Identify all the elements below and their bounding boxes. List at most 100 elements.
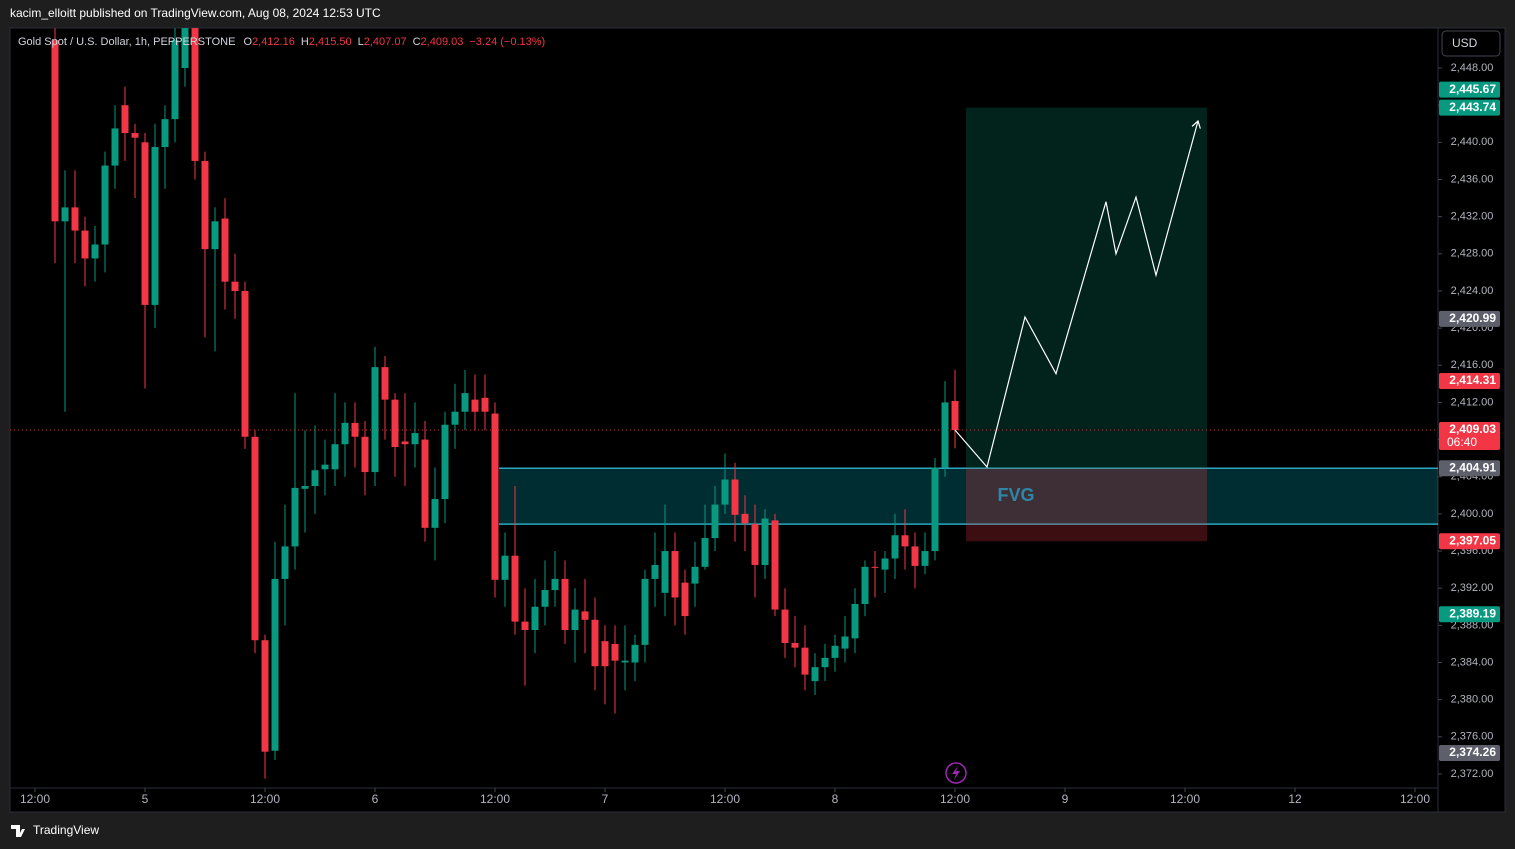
currency-label[interactable]: USD: [1452, 36, 1478, 50]
price-tag-label: 2,420.99: [1449, 311, 1496, 325]
candle-body: [571, 609, 579, 630]
price-tag: [1439, 81, 1500, 98]
candle-body: [71, 207, 79, 231]
price-tag-label: 2,389.19: [1449, 606, 1496, 620]
event-icon[interactable]: [945, 762, 967, 784]
candle-body: [251, 436, 259, 641]
price-tag: [1439, 744, 1500, 761]
candle-body: [341, 422, 349, 445]
event-icon-bolt: [952, 766, 960, 780]
candle-body: [581, 611, 589, 620]
legend-change: −3.24 (−0.13%): [469, 36, 545, 48]
x-tick-label: 7: [602, 792, 609, 806]
price-tag: [1439, 372, 1500, 389]
candle-body: [111, 128, 119, 166]
chart-frame: [9, 27, 1506, 813]
price-tag-label: 2,374.26: [1449, 745, 1496, 759]
candle-body: [671, 551, 679, 598]
candle-body: [361, 436, 369, 473]
candle-body: [691, 566, 699, 584]
candle-body: [201, 160, 209, 250]
x-tick-label: 12:00: [1170, 792, 1200, 806]
candle-body: [831, 645, 839, 658]
price-tag-label: 2,445.67: [1449, 82, 1496, 96]
y-tick-label: 2,432.00: [1451, 211, 1494, 223]
candle-body: [81, 230, 89, 259]
legend-value: 2,409.03: [421, 36, 464, 48]
candle-body: [241, 290, 249, 437]
candle-body: [561, 578, 569, 630]
candle-body: [151, 146, 159, 305]
y-tick-label: 2,412.00: [1451, 396, 1494, 408]
candle-body: [231, 281, 239, 291]
y-tick-label: 2,376.00: [1451, 731, 1494, 743]
candle-body: [661, 551, 669, 593]
x-tick-label: 12: [1288, 792, 1302, 806]
candle-body: [131, 133, 139, 138]
candle-body: [531, 606, 539, 630]
candle-body: [411, 433, 419, 445]
candle-body: [181, 28, 189, 69]
x-tick-label: 12:00: [710, 792, 740, 806]
candle-body: [391, 399, 399, 448]
candle-body: [931, 467, 939, 552]
candle-body: [431, 499, 439, 528]
candle-body: [51, 40, 59, 222]
position-profit-zone: [966, 107, 1207, 469]
candle-body: [381, 367, 389, 400]
candle-body: [601, 641, 609, 667]
x-tick-label: 8: [832, 792, 839, 806]
fvg-label: FVG: [997, 485, 1034, 505]
candle-body: [901, 535, 909, 547]
x-tick-label: 9: [1062, 792, 1069, 806]
candle-body: [141, 142, 149, 305]
chart-title: Gold Spot / U.S. Dollar, 1h, PEPPERSTONE: [18, 36, 235, 48]
candle-body: [871, 566, 879, 568]
price-tag-label: 2,404.91: [1449, 460, 1496, 474]
candle-body: [121, 105, 129, 134]
candle-body: [631, 644, 639, 663]
candle-body: [721, 479, 729, 505]
candle-body: [911, 546, 919, 566]
candle-body: [61, 207, 69, 222]
candle-body: [191, 28, 199, 161]
fvg-zone: [499, 468, 1438, 525]
candle-body: [801, 647, 809, 675]
candle-body: [291, 487, 299, 547]
price-tag-label: 2,397.05: [1449, 533, 1496, 547]
candle-body: [491, 413, 499, 580]
candle-body: [511, 555, 519, 622]
candle-body: [851, 603, 859, 639]
candle-body: [101, 165, 109, 245]
candle-body: [521, 621, 529, 630]
price-tag-label: 2,414.31: [1449, 373, 1496, 387]
candle-body: [621, 660, 629, 663]
candle-body: [771, 520, 779, 610]
y-tick-label: 2,448.00: [1451, 62, 1494, 74]
x-tick-label: 12:00: [940, 792, 970, 806]
candle-body: [701, 538, 709, 567]
candle-body: [471, 399, 479, 412]
position-loss-zone: [966, 468, 1207, 542]
candle-body: [171, 40, 179, 120]
candle-body: [321, 464, 329, 470]
x-tick-label: 6: [372, 792, 379, 806]
candle-body: [751, 524, 759, 565]
legend-value: 2,412.16: [252, 36, 295, 48]
brand-logo: [11, 825, 25, 837]
price-tag-label: 2,443.74: [1449, 100, 1496, 114]
brand-name: TradingView: [33, 823, 99, 837]
chart-legend: Gold Spot / U.S. Dollar, 1h, PEPPERSTONE…: [18, 36, 545, 48]
candle-body: [211, 221, 219, 250]
candle-body: [91, 244, 99, 259]
candle-body: [881, 558, 889, 570]
currency-button[interactable]: [1441, 30, 1501, 57]
candle-body: [941, 402, 949, 468]
candle-body: [441, 424, 449, 500]
candle-body: [641, 578, 649, 645]
y-tick-label: 2,440.00: [1451, 136, 1494, 148]
candle-body: [591, 619, 599, 667]
candle-body: [461, 393, 469, 412]
candle-body: [841, 636, 849, 649]
legend-key: H: [301, 36, 309, 48]
